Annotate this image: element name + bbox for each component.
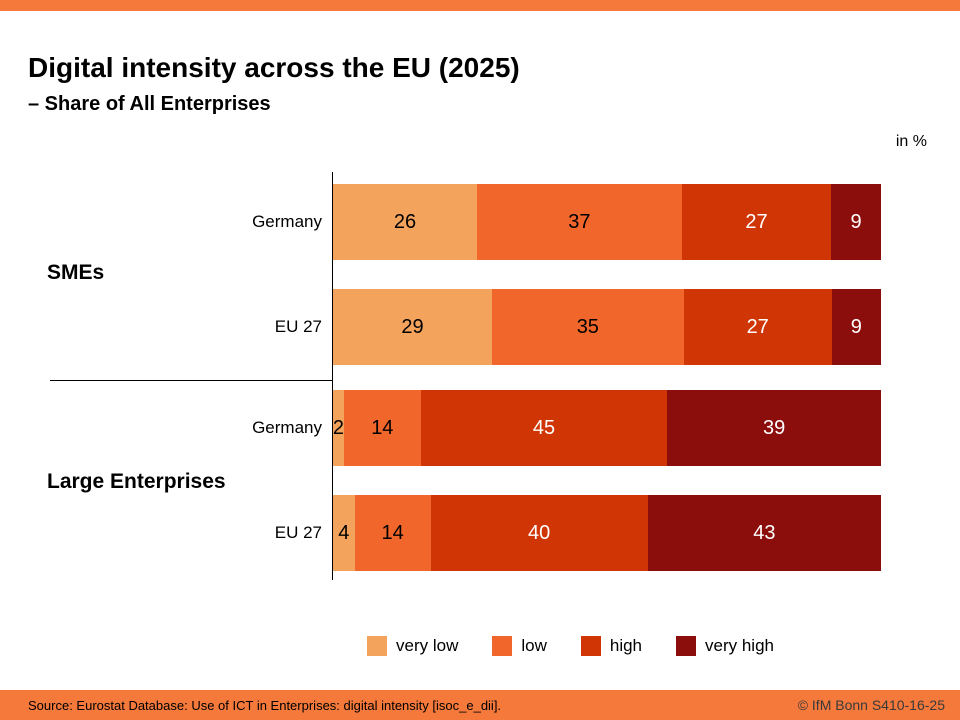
- unit-label: in %: [895, 133, 927, 150]
- legend-swatch-icon: [492, 636, 513, 656]
- axis-line: [332, 172, 333, 580]
- bar-segment: 39: [667, 390, 881, 466]
- bar-segment: 4: [333, 495, 355, 571]
- legend-swatch-icon: [367, 636, 387, 656]
- bar-segment: 29: [333, 289, 492, 365]
- row-label: Germany: [252, 418, 322, 437]
- group-label-smes: SMEs: [47, 261, 105, 284]
- bar-segment: 37: [476, 184, 682, 260]
- legend-swatch-icon: [580, 636, 601, 656]
- bar-row: 4 14 40 43: [333, 495, 881, 571]
- bar-segment: 2: [333, 390, 344, 466]
- footer-bar: Source: Eurostat Database: Use of ICT in…: [0, 690, 960, 720]
- page-title: Digital intensity across the EU (2025): [28, 52, 520, 83]
- bar-segment: 14: [343, 390, 421, 466]
- bar-row: 2 14 45 39: [333, 390, 881, 466]
- bar-segment: 43: [647, 495, 881, 571]
- row-label: EU 27: [274, 317, 322, 336]
- bar-row: 29 35 27 9: [333, 289, 881, 365]
- row-label: EU 27: [274, 523, 322, 542]
- top-accent-bar: [0, 0, 960, 11]
- source-text: Source: Eurostat Database: Use of ICT in…: [28, 697, 502, 713]
- legend-item: high: [580, 636, 643, 656]
- copyright-text: © IfM Bonn S410-16-25: [797, 697, 945, 713]
- legend: very low low high very high: [367, 636, 774, 656]
- bar-segment: 45: [420, 390, 668, 466]
- group-label-large-enterprises: Large Enterprises: [47, 470, 226, 493]
- bar-segment: 26: [333, 184, 477, 260]
- bar-row: 26 37 27 9: [333, 184, 881, 260]
- row-label: Germany: [252, 212, 322, 231]
- group-divider: [50, 380, 332, 381]
- bar-segment: 9: [831, 289, 881, 365]
- legend-item: low: [492, 636, 547, 656]
- bar-segment: 14: [354, 495, 431, 571]
- bar-segment: 9: [831, 184, 881, 260]
- bar-segment: 27: [683, 289, 832, 365]
- bar-segment: 35: [491, 289, 684, 365]
- bar-segment: 27: [681, 184, 832, 260]
- legend-item: very low: [367, 636, 458, 656]
- legend-item: very high: [676, 636, 774, 656]
- legend-label: low: [521, 636, 547, 655]
- page-subtitle: – Share of All Enterprises: [28, 93, 271, 115]
- bar-segment: 40: [430, 495, 648, 571]
- legend-label: very high: [705, 636, 774, 655]
- legend-label: high: [609, 636, 643, 655]
- legend-swatch-icon: [676, 636, 697, 656]
- legend-label: very low: [396, 636, 459, 655]
